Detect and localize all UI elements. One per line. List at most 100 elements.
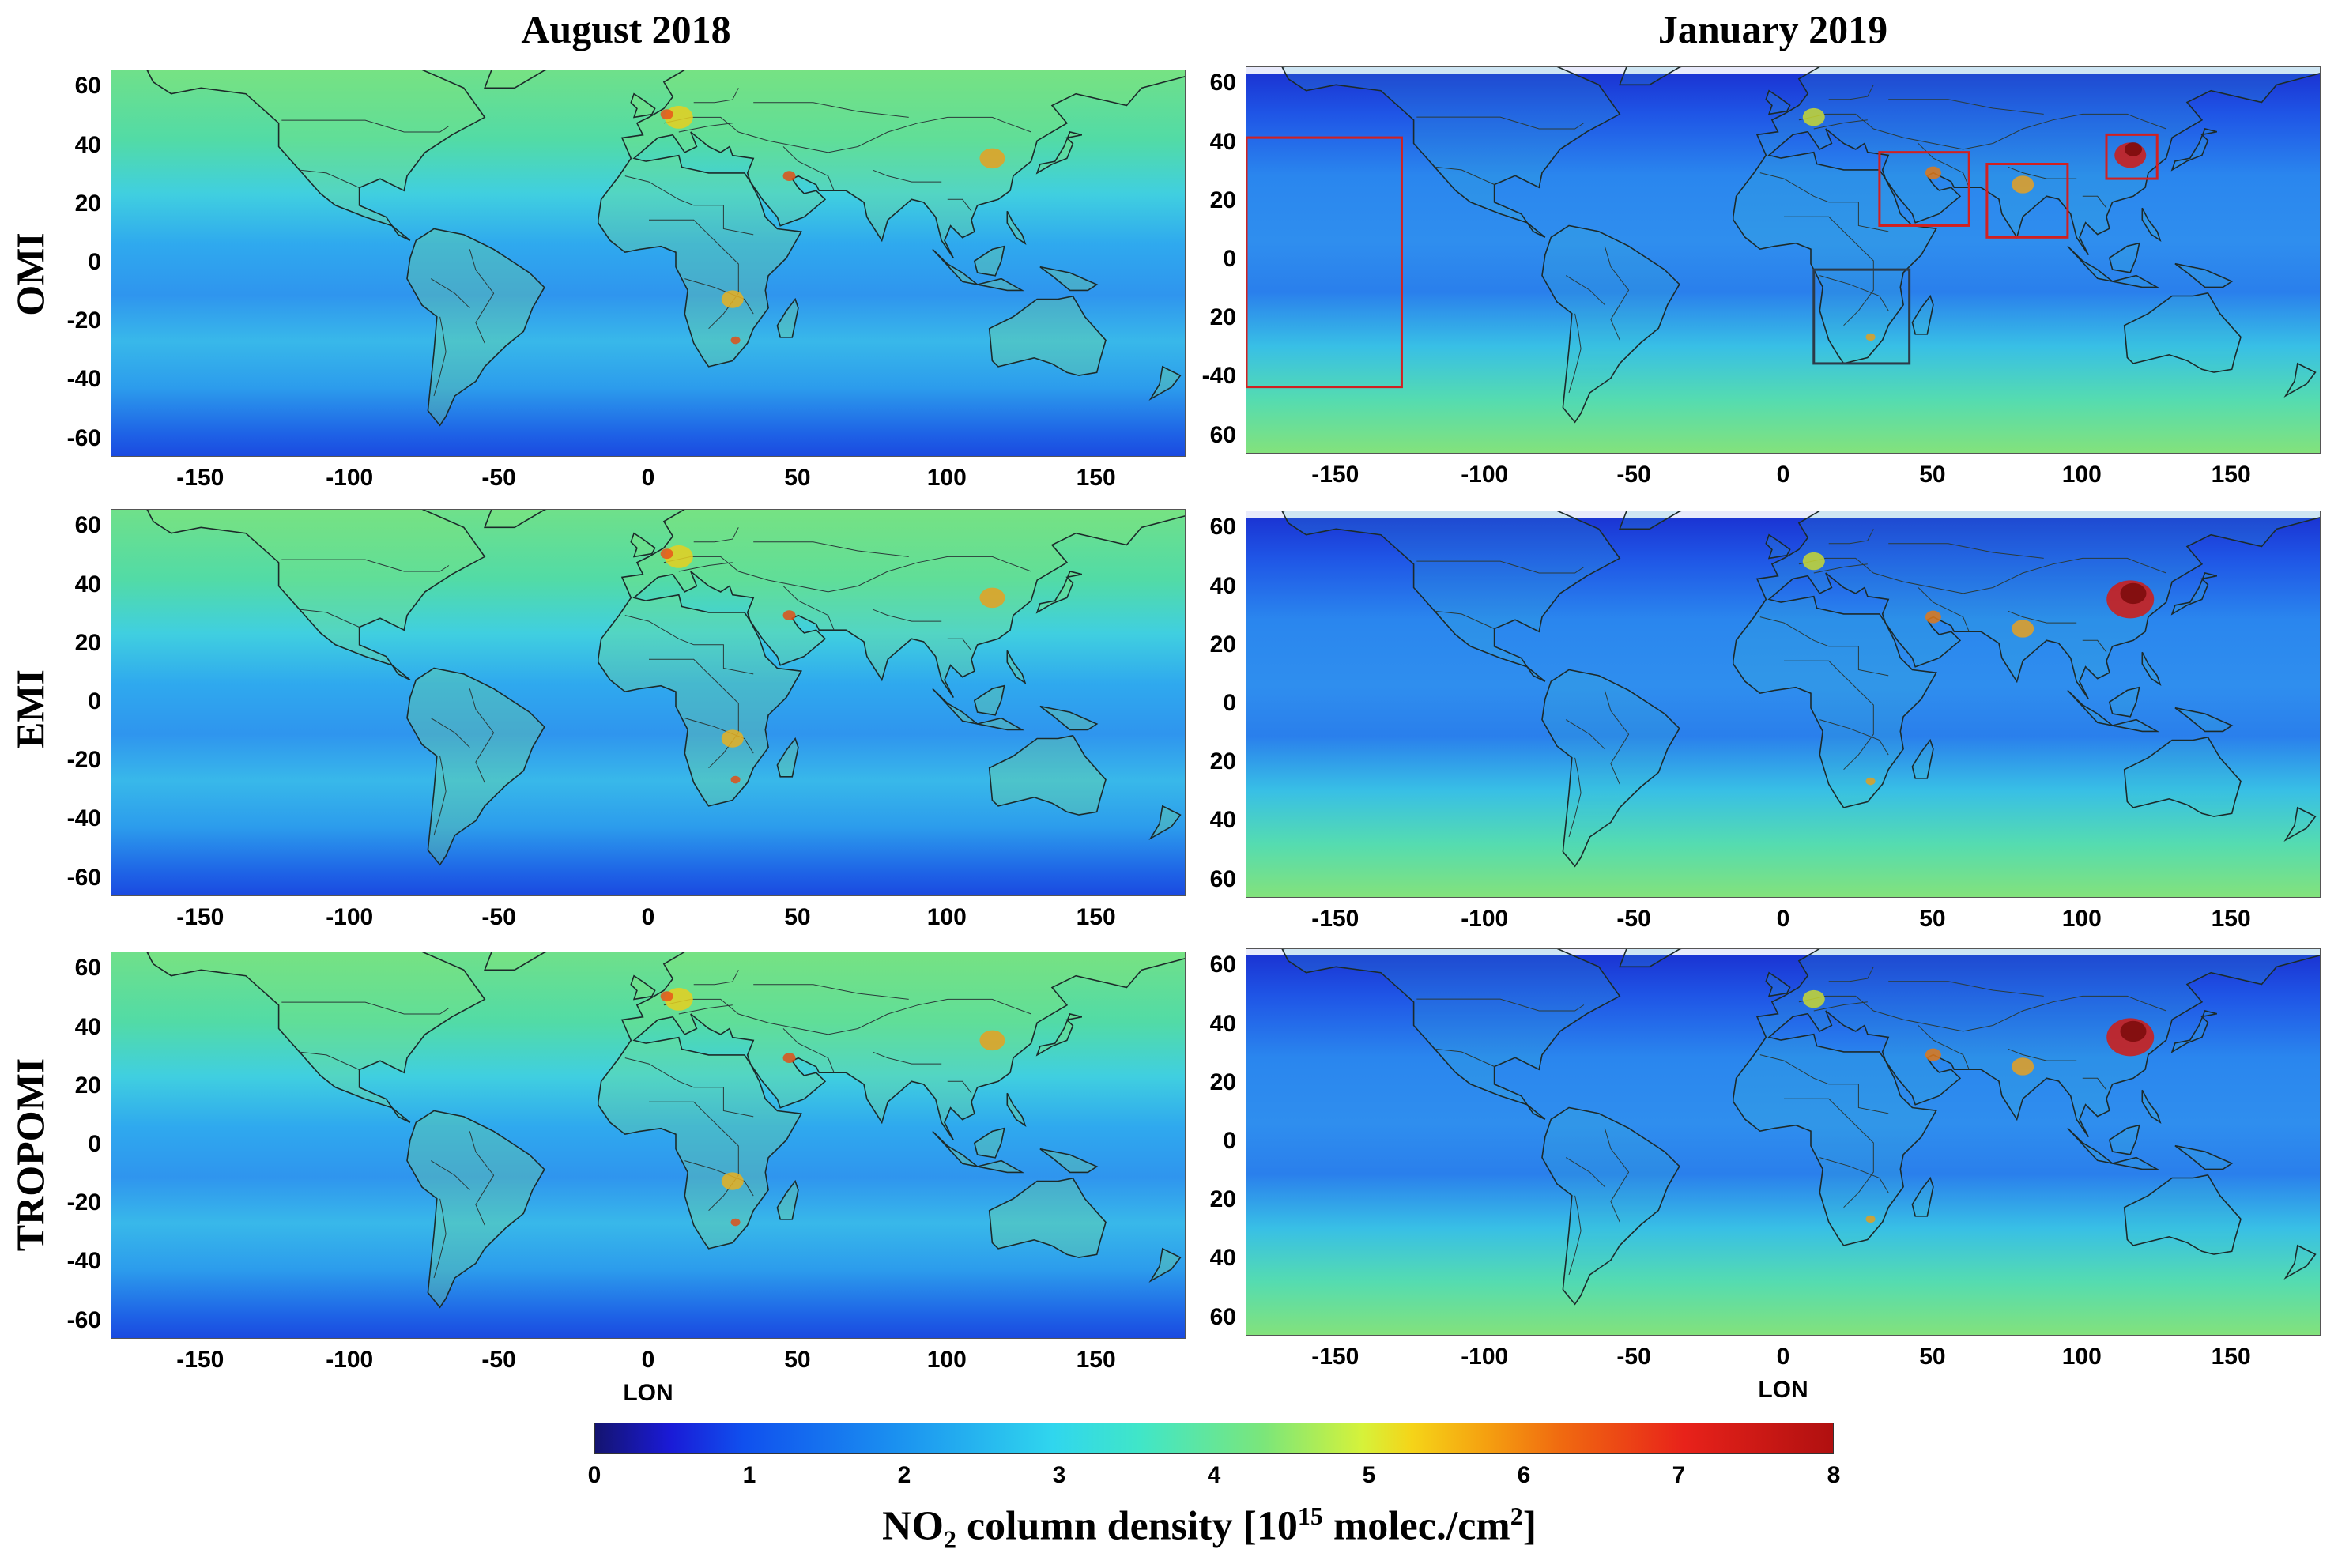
country-border: [2082, 195, 2107, 209]
y-tick: 20: [74, 190, 101, 217]
country-border: [1813, 1001, 1868, 1012]
country-border: [1798, 113, 2166, 150]
colorbar: [594, 1423, 1834, 1454]
coastline-madagascar: [776, 1179, 799, 1220]
y-tick: 20: [1209, 1069, 1236, 1095]
coastline-australia: [988, 1177, 1107, 1258]
country-border: [433, 1198, 447, 1279]
country-border: [1798, 995, 2166, 1032]
coastline-south-america: [406, 667, 545, 866]
y-tick: 40: [1209, 128, 1236, 155]
map-area: [1246, 66, 2321, 454]
hotspot-east-china: [979, 1030, 1005, 1051]
country-border: [281, 1001, 450, 1015]
map-panel-tropomi-aug: 60 40 20 0 -20 -40 -60 -150 -100 -50 0 50 100 150 LON: [67, 952, 1186, 1406]
coastline-philippines: [2141, 1089, 2162, 1124]
coastline-indonesia: [932, 688, 1025, 731]
y-tick: 0: [88, 1131, 101, 1157]
country-border: [1565, 719, 1605, 750]
country-border: [663, 998, 1031, 1035]
coastline-philippines: [2141, 207, 2162, 242]
country-border: [1568, 313, 1582, 394]
country-border: [624, 615, 754, 675]
coastline-south-america: [1541, 669, 1680, 868]
coastline-new-guinea: [1039, 705, 1099, 731]
country-border: [1565, 1157, 1605, 1188]
y-tick: -60: [66, 424, 101, 451]
x-tick: -100: [326, 465, 374, 491]
coastline-indonesia: [2067, 245, 2160, 288]
x-tick: 50: [784, 1347, 811, 1373]
hotspot-north-china-plain: [2125, 142, 2142, 156]
country-border: [873, 609, 942, 622]
coastline-new-zealand: [1148, 1247, 1182, 1283]
hotspot-indo-gangetic: [2012, 1057, 2034, 1076]
y-tick: 60: [74, 955, 101, 982]
x-tick: -50: [481, 904, 516, 930]
country-border: [663, 116, 1031, 153]
country-border: [1416, 560, 1585, 574]
country-border: [2008, 1048, 2077, 1061]
map-panel-emi-aug: 60 40 20 0 -20 -40 -60 -150 -100 -50 0 50 100 150: [67, 509, 1186, 930]
x-tick: 100: [926, 904, 967, 930]
x-tick: 0: [641, 1347, 655, 1373]
country-border: [1784, 216, 1874, 326]
y-tick: -40: [66, 366, 101, 393]
country-border: [873, 169, 942, 183]
no2-map: [1246, 511, 2320, 897]
y-tick: 40: [1209, 807, 1236, 834]
coastline-greenland: [484, 70, 547, 89]
no2-map: [111, 952, 1185, 1338]
coastline-greenland: [1619, 949, 1682, 968]
country-border: [433, 756, 447, 836]
no2-field: [111, 952, 1185, 1338]
map-panel-tropomi-jan: 60 40 20 0 20 40 60 -150 -100 -50 0 50 100 150 LON: [1210, 948, 2321, 1403]
hotspot-indo-gangetic: [2012, 175, 2034, 194]
y-tick: 60: [1209, 70, 1236, 96]
coastline-madagascar: [1911, 738, 1934, 779]
coastline-australia: [988, 734, 1107, 816]
country-border: [678, 1004, 733, 1015]
polar-missing-data: [1246, 67, 2320, 74]
coastline-borneo: [2108, 242, 2140, 273]
country-border: [1918, 587, 1970, 632]
coastline-indonesia: [2067, 689, 2160, 733]
country-border: [430, 278, 470, 309]
country-border: [678, 122, 733, 133]
country-border: [693, 527, 739, 543]
country-border: [1813, 564, 1868, 574]
coastline-north-america: [1281, 67, 1621, 239]
x-tick: 0: [641, 904, 655, 930]
country-border: [753, 984, 909, 1000]
country-border: [649, 658, 739, 769]
x-tick: 100: [926, 465, 967, 491]
y-tick: 0: [88, 688, 101, 714]
coastline-new-zealand: [1148, 805, 1182, 841]
country-border: [1918, 143, 1970, 188]
coastline-australia: [988, 295, 1107, 376]
no2-field: [111, 510, 1185, 895]
coastline-indonesia: [2067, 1127, 2160, 1170]
map-area: [1246, 948, 2321, 1336]
colorbar-tick: 1: [742, 1462, 756, 1488]
coastline-north-america: [1281, 511, 1621, 683]
country-border: [1416, 998, 1585, 1012]
country-border: [1784, 1098, 1874, 1208]
y-tick: 60: [74, 73, 101, 100]
coastline-borneo: [2108, 1124, 2140, 1155]
y-tick: 60: [74, 512, 101, 539]
coastline-japan: [2170, 572, 2217, 616]
country-border: [1813, 119, 1868, 130]
hotspot-highveld: [1865, 333, 1876, 341]
coastline-new-zealand: [1148, 365, 1182, 401]
coastline-north-america: [146, 510, 486, 681]
coastline-africa-eurasia: [1733, 949, 2320, 1246]
country-border: [1434, 166, 1495, 185]
coastline-australia: [2123, 736, 2242, 817]
x-tick: -50: [1616, 1344, 1651, 1370]
hotspot-highveld: [1865, 777, 1876, 786]
coastline-north-america: [146, 70, 486, 242]
hotspot-europe: [1802, 989, 1825, 1008]
country-border: [873, 1051, 942, 1065]
y-tick: -60: [66, 1306, 101, 1333]
